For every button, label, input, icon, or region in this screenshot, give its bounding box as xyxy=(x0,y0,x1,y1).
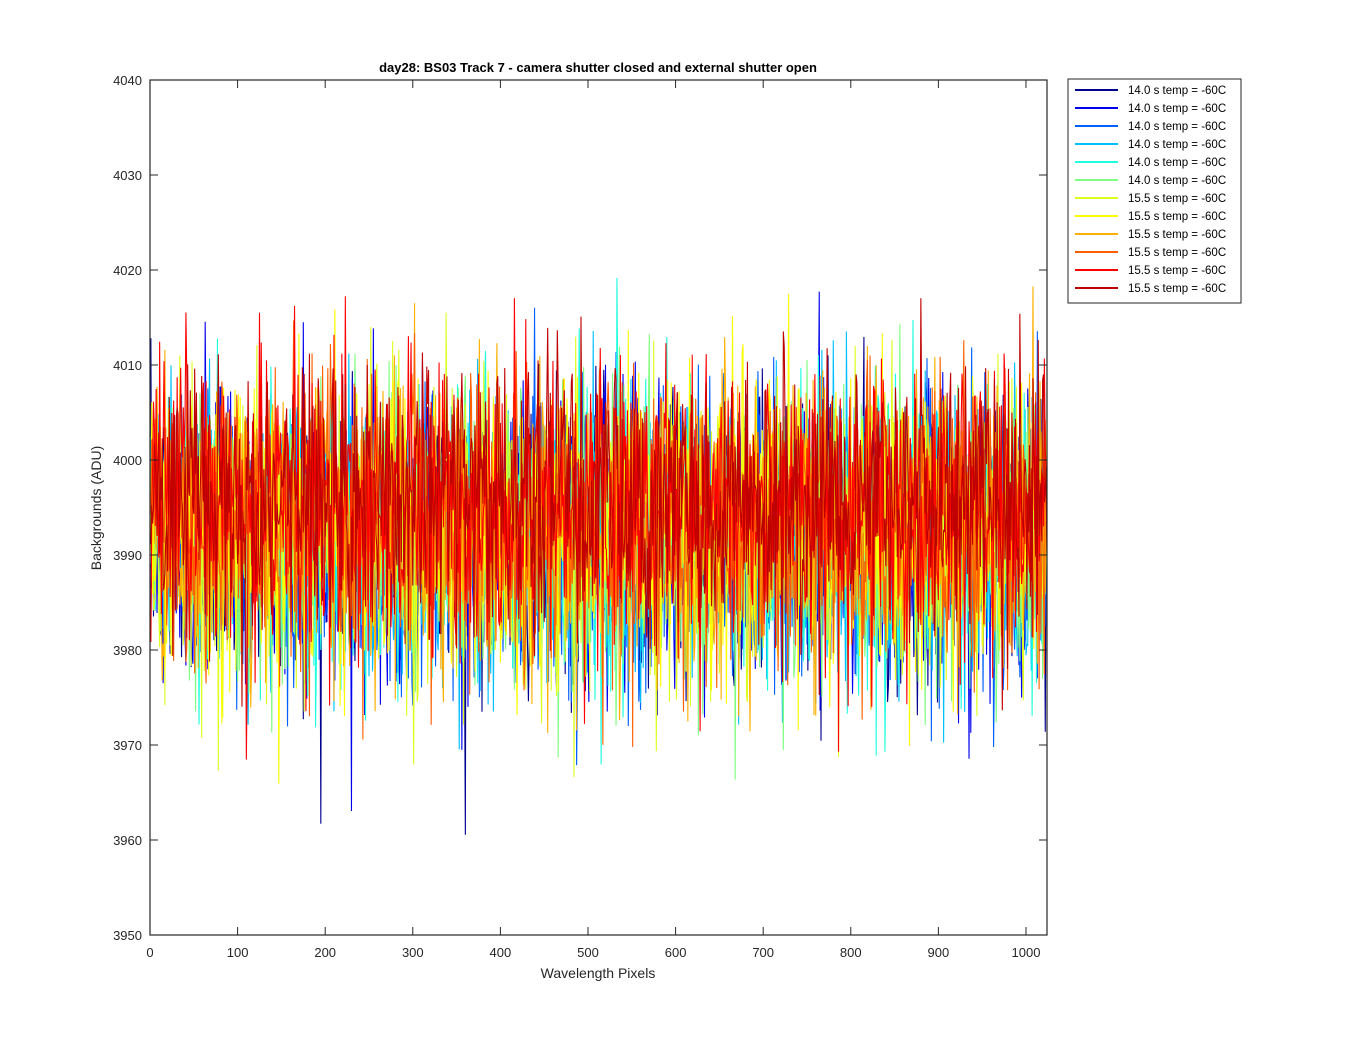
x-tick-label: 1000 xyxy=(1012,945,1041,960)
y-tick-label: 3970 xyxy=(113,738,142,753)
y-axis: 3950 3960 3970 3980 3990 4000 4010 4020 4030 4040 xyxy=(113,73,1047,943)
y-tick-label: 4030 xyxy=(113,168,142,183)
legend-entry-9: 15.5 s temp = -60C xyxy=(1128,229,1226,241)
plot-area-frame xyxy=(149,79,1048,936)
y-tick-label: 3960 xyxy=(113,833,142,848)
x-tick-label: 300 xyxy=(402,945,424,960)
legend-entry-6: 14.0 s temp = -60C xyxy=(1128,175,1226,187)
x-tick-label: 200 xyxy=(314,945,336,960)
y-tick-label: 3980 xyxy=(113,643,142,658)
x-tick-label: 600 xyxy=(665,945,687,960)
y-tick-label: 4020 xyxy=(113,263,142,278)
y-tick-label: 4000 xyxy=(113,453,142,468)
y-tick-label: 3950 xyxy=(113,928,142,943)
legend-entry-4: 14.0 s temp = -60C xyxy=(1128,139,1226,151)
legend-entry-3: 14.0 s temp = -60C xyxy=(1128,121,1226,133)
x-tick-label: 700 xyxy=(752,945,774,960)
y-tick-label: 3990 xyxy=(113,548,142,563)
legend-entry-12: 15.5 s temp = -60C xyxy=(1128,283,1226,295)
legend-entry-1: 14.0 s temp = -60C xyxy=(1128,85,1226,97)
legend: 14.0 s temp = -60C 14.0 s temp = -60C 14.0… xyxy=(1067,78,1242,304)
x-tick-label: 400 xyxy=(490,945,512,960)
x-tick-label: 500 xyxy=(577,945,599,960)
legend-entry-10: 15.5 s temp = -60C xyxy=(1128,247,1226,259)
x-tick-label: 800 xyxy=(840,945,862,960)
y-axis-label: Backgrounds (ADU) xyxy=(88,446,104,571)
legend-entry-11: 15.5 s temp = -60C xyxy=(1128,265,1226,277)
legend-entry-2: 14.0 s temp = -60C xyxy=(1128,103,1226,115)
series-line-12 xyxy=(150,298,1047,711)
legend-entry-7: 15.5 s temp = -60C xyxy=(1128,193,1226,205)
legend-entry-8: 15.5 s temp = -60C xyxy=(1128,211,1226,223)
legend-box xyxy=(1067,78,1242,304)
x-tick-label: 0 xyxy=(146,945,153,960)
y-tick-label: 4010 xyxy=(113,358,142,373)
y-tick-label: 4040 xyxy=(113,73,142,88)
chart-title: day28: BS03 Track 7 - camera shutter clo… xyxy=(379,60,817,75)
x-axis-label: Wavelength Pixels xyxy=(541,965,656,981)
legend-entry-5: 14.0 s temp = -60C xyxy=(1128,157,1226,169)
series-group xyxy=(150,277,1047,835)
x-tick-label: 100 xyxy=(227,945,249,960)
x-tick-label: 900 xyxy=(928,945,950,960)
x-axis: 0 100 200 300 400 500 600 700 800 900 1000 xyxy=(146,80,1040,960)
